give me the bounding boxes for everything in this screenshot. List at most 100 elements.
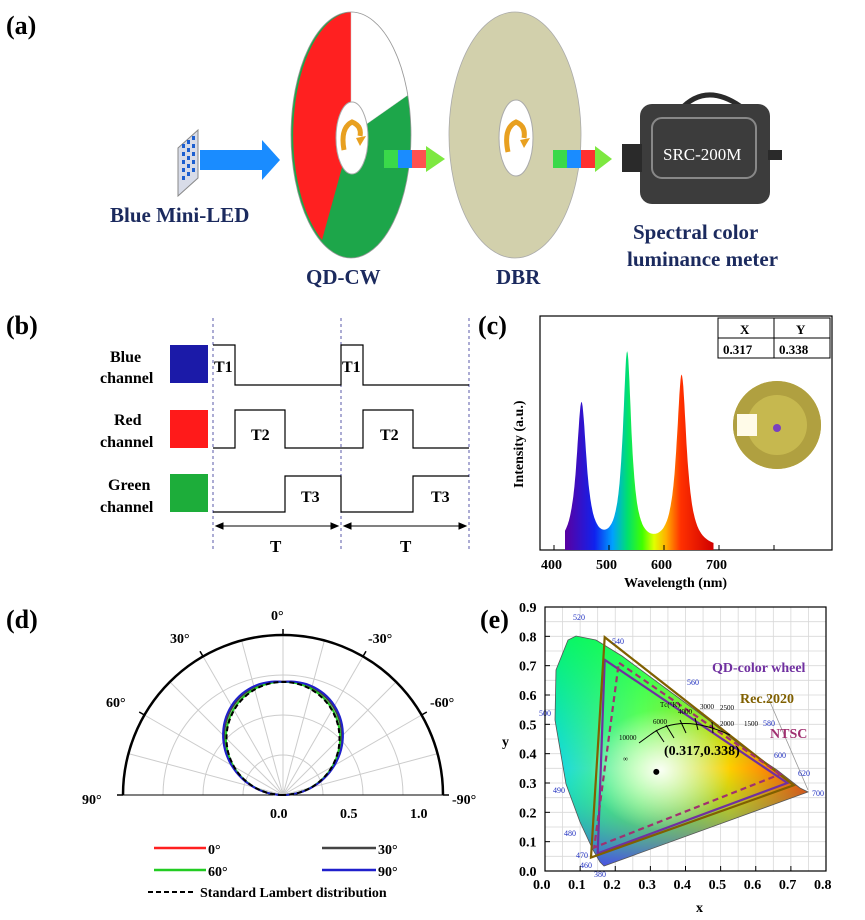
polar-label-minus90: -90° xyxy=(452,793,476,808)
cie-spectral-locus xyxy=(554,635,810,867)
mini-led-chip-icon xyxy=(177,128,199,198)
polar-label-minus30: -30° xyxy=(368,632,392,647)
svg-text:580: 580 xyxy=(763,719,775,728)
red-channel-line1: Red xyxy=(114,412,142,429)
radial-tick-0: 0.0 xyxy=(270,807,288,822)
pulse-t2-label-2: T2 xyxy=(380,427,399,444)
legend-lambert: Standard Lambert distribution xyxy=(200,886,387,901)
cie-xtick: 0.6 xyxy=(744,878,762,893)
green-channel-line1: Green xyxy=(108,477,150,494)
legend-90deg: 90° xyxy=(378,865,398,880)
panel-a-label: (a) xyxy=(6,11,36,40)
cie-ytick: 0.6 xyxy=(519,689,537,704)
spectrum-area xyxy=(565,351,714,550)
gamut-label-rec2020: Rec.2020 xyxy=(740,692,794,707)
legend-0deg: 0° xyxy=(208,843,221,858)
svg-text:460: 460 xyxy=(580,861,592,870)
svg-text:380: 380 xyxy=(594,870,606,879)
cct-2000: 2000 xyxy=(720,720,735,728)
meter-label-line2: luminance meter xyxy=(627,247,778,271)
cie-xtick: 0.0 xyxy=(533,878,551,893)
lambert-reference-curve xyxy=(225,680,341,796)
panel-e-label: (e) xyxy=(480,605,509,634)
svg-text:700: 700 xyxy=(812,789,824,798)
radial-tick-1: 1.0 xyxy=(410,807,428,822)
table-value-y: 0.338 xyxy=(779,342,809,357)
red-channel-waveform xyxy=(213,409,469,449)
dbr-disc-icon xyxy=(448,11,582,259)
cie-ytick: 0.3 xyxy=(519,777,537,792)
svg-text:620: 620 xyxy=(798,769,810,778)
xy-table xyxy=(717,317,831,359)
cct-4000: 4000 xyxy=(678,708,693,716)
table-value-x: 0.317 xyxy=(723,342,753,357)
meter-model-text: SRC-200M xyxy=(663,145,741,164)
wavelength-labels: 380 460 470 480 490 500 520 540 560 580 … xyxy=(539,613,824,879)
blue-channel-line2: channel xyxy=(100,370,154,387)
table-header-y: Y xyxy=(796,322,806,337)
cie-ytick: 0.8 xyxy=(519,630,537,645)
cie-xtick: 0.7 xyxy=(779,878,797,893)
rgb-light-arrow-icon xyxy=(384,146,445,172)
cie-ytick: 0.0 xyxy=(519,865,537,880)
cie-ytick: 0.7 xyxy=(519,660,537,675)
period-arrows xyxy=(214,522,468,530)
blue-light-arrow-icon xyxy=(200,140,280,180)
cie-ylabel: y xyxy=(502,735,509,750)
polar-grid xyxy=(117,629,449,796)
gamut-label-qd: QD-color wheel xyxy=(712,661,806,676)
spec-xtick-500: 500 xyxy=(596,558,617,573)
svg-text:520: 520 xyxy=(573,613,585,622)
green-channel-swatch xyxy=(170,474,208,512)
legend-30deg: 30° xyxy=(378,843,398,858)
rgb-light-arrow-2-icon xyxy=(553,146,612,172)
cie-ytick: 0.1 xyxy=(519,836,537,851)
white-point-label: (0.317,0.338) xyxy=(664,744,740,759)
blue-channel-waveform xyxy=(213,344,469,386)
cct-3000: 3000 xyxy=(700,703,715,711)
cct-2500: 2500 xyxy=(720,704,735,712)
cie-xlabel: x xyxy=(696,901,703,916)
spec-xtick-600: 600 xyxy=(651,558,672,573)
cct-infinity: ∞ xyxy=(623,755,628,763)
cie-xtick: 0.5 xyxy=(709,878,727,893)
polar-legend xyxy=(148,846,376,893)
cct-10000: 10000 xyxy=(619,734,637,742)
svg-text:560: 560 xyxy=(687,678,699,687)
blue-channel-line1: Blue xyxy=(110,349,141,366)
pulse-t3-label-2: T3 xyxy=(431,489,450,506)
qd-color-wheel-icon xyxy=(290,11,412,259)
cct-1500: 1500 xyxy=(744,720,759,728)
red-channel-swatch xyxy=(170,410,208,448)
cie-xtick: 0.4 xyxy=(674,878,692,893)
gamut-1 xyxy=(589,635,796,860)
planckian-locus xyxy=(638,717,731,744)
spec-xlabel: Wavelength (nm) xyxy=(624,576,727,591)
qdcw-label: QD-CW xyxy=(306,265,381,289)
green-channel-waveform xyxy=(213,475,469,513)
cie-ytick: 0.4 xyxy=(519,748,537,763)
spectral-meter-icon xyxy=(622,92,782,204)
polar-label-0: 0° xyxy=(271,609,284,624)
cct-6000: 6000 xyxy=(653,718,668,726)
panel-b-label: (b) xyxy=(6,311,38,340)
spec-ylabel: Intensity (a.u.) xyxy=(512,400,527,488)
polar-label-minus60: -60° xyxy=(430,696,454,711)
pulse-t1-label-2: T1 xyxy=(342,359,361,376)
meter-label-line1: Spectral color xyxy=(633,220,758,244)
cie-xtick: 0.3 xyxy=(638,878,656,893)
cie-xtick: 0.2 xyxy=(603,878,621,893)
cie-ytick: 0.2 xyxy=(519,806,537,821)
red-channel-line2: channel xyxy=(100,434,154,451)
white-light-photo-inset xyxy=(733,381,821,469)
svg-text:600: 600 xyxy=(774,751,786,760)
gamut-2 xyxy=(592,660,783,850)
panel-c-label: (c) xyxy=(478,311,507,340)
cie-xtick: 0.1 xyxy=(568,878,586,893)
cie-ytick: 0.9 xyxy=(519,601,537,616)
dbr-label: DBR xyxy=(496,265,541,289)
svg-text:470: 470 xyxy=(576,851,588,860)
svg-text:490: 490 xyxy=(553,786,565,795)
polar-label-30: 30° xyxy=(170,632,190,647)
